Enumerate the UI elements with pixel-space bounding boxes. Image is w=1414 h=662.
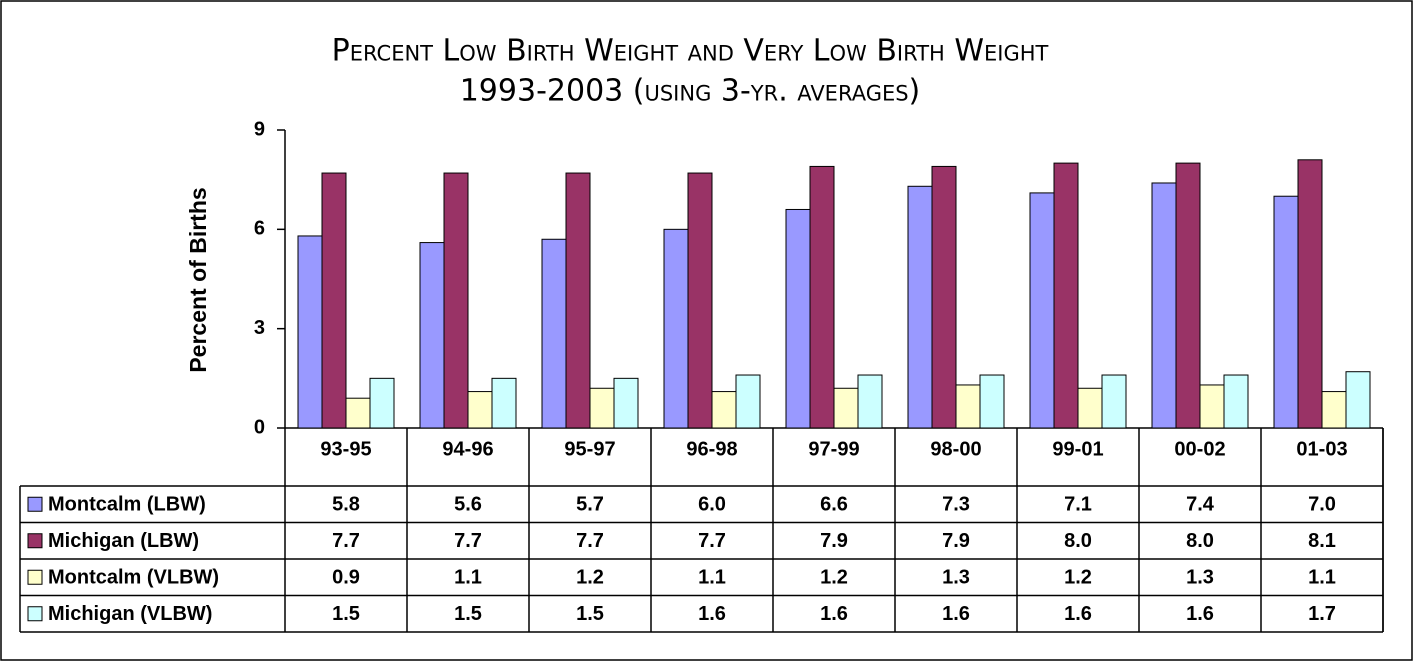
table-value: 7.0 [1308, 494, 1336, 516]
table-value: 8.0 [1064, 530, 1092, 552]
x-tick-label: 98-00 [930, 438, 981, 460]
bar [931, 165, 957, 429]
table-value: 1.2 [1064, 567, 1092, 589]
table-value: 1.5 [454, 603, 482, 625]
y-tick-label: 3 [254, 317, 265, 339]
table-value: 1.6 [942, 603, 970, 625]
bar [955, 384, 981, 429]
chart-title: Percent Low Birth Weight and Very Low Bi… [332, 34, 1049, 69]
bar [589, 387, 615, 429]
bar [1223, 374, 1249, 429]
legend-swatch [27, 496, 43, 512]
x-tick-label: 95-97 [564, 438, 615, 460]
bar [1029, 192, 1055, 429]
bar [735, 374, 761, 429]
table-value: 7.9 [942, 530, 970, 552]
table-value: 1.6 [820, 603, 848, 625]
table-value: 7.7 [576, 530, 604, 552]
table-value: 1.1 [454, 567, 482, 589]
bar [663, 228, 689, 429]
table-value: 7.1 [1064, 494, 1092, 516]
table-value: 5.8 [332, 494, 360, 516]
x-tick-label: 01-03 [1296, 438, 1347, 460]
bar [1345, 371, 1371, 429]
bar [1175, 162, 1201, 429]
table-value: 7.7 [454, 530, 482, 552]
table-value: 1.2 [576, 567, 604, 589]
bar [491, 377, 517, 429]
bar [321, 172, 347, 429]
bar [369, 377, 395, 429]
table-value: 1.2 [820, 567, 848, 589]
bar [467, 391, 493, 429]
bar [809, 165, 835, 429]
table-value: 8.1 [1308, 530, 1336, 552]
table-value: 6.6 [820, 494, 848, 516]
legend-swatch [27, 533, 43, 549]
bar [907, 185, 933, 429]
table-value: 1.6 [1064, 603, 1092, 625]
bar [1297, 159, 1323, 429]
table-value: 7.9 [820, 530, 848, 552]
legend-label: Montcalm (VLBW) [48, 567, 219, 589]
bar [1199, 384, 1225, 429]
x-tick-label: 94-96 [442, 438, 493, 460]
bar [345, 397, 371, 429]
legend-swatch [27, 569, 43, 585]
table-value: 1.3 [942, 567, 970, 589]
bar [857, 374, 883, 429]
bar [1077, 387, 1103, 429]
legend-swatch [27, 606, 43, 622]
legend-label: Michigan (VLBW) [48, 603, 212, 625]
table-value: 1.5 [332, 603, 360, 625]
x-tick-label: 97-99 [808, 438, 859, 460]
table-value: 1.6 [698, 603, 726, 625]
table-value: 1.3 [1186, 567, 1214, 589]
y-axis-label: Percent of Births [185, 187, 211, 372]
bar [419, 242, 445, 429]
bar [785, 208, 811, 429]
table-value: 1.1 [1308, 567, 1336, 589]
table-value: 5.7 [576, 494, 604, 516]
bar [1101, 374, 1127, 429]
table-value: 1.7 [1308, 603, 1336, 625]
y-tick-label: 6 [254, 218, 265, 240]
bar [297, 235, 323, 429]
bar [541, 238, 567, 429]
chart-subtitle: 1993-2003 (using 3-yr. averages) [460, 74, 921, 109]
bar [1321, 391, 1347, 429]
table-value: 7.3 [942, 494, 970, 516]
y-tick-label: 9 [254, 118, 265, 140]
table-value: 1.1 [698, 567, 726, 589]
table-value: 7.7 [698, 530, 726, 552]
bar [1151, 182, 1177, 429]
bar [687, 172, 713, 429]
table-value: 1.6 [1186, 603, 1214, 625]
bar [979, 374, 1005, 429]
table-value: 1.5 [576, 603, 604, 625]
x-tick-label: 00-02 [1174, 438, 1225, 460]
legend-label: Montcalm (LBW) [48, 494, 206, 516]
x-tick-label: 93-95 [320, 438, 371, 460]
bar [443, 172, 469, 429]
bar [833, 387, 859, 429]
x-tick-label: 96-98 [686, 438, 737, 460]
table-value: 0.9 [332, 567, 360, 589]
table-value: 6.0 [698, 494, 726, 516]
legend-label: Michigan (LBW) [48, 530, 199, 552]
table-value: 8.0 [1186, 530, 1214, 552]
y-tick-label: 0 [254, 416, 265, 438]
bar [1053, 162, 1079, 429]
bar [711, 391, 737, 429]
table-value: 5.6 [454, 494, 482, 516]
bar [613, 377, 639, 429]
bar [565, 172, 591, 429]
x-tick-label: 99-01 [1052, 438, 1103, 460]
table-value: 7.4 [1186, 494, 1215, 516]
bar [1273, 195, 1299, 429]
table-value: 7.7 [332, 530, 360, 552]
